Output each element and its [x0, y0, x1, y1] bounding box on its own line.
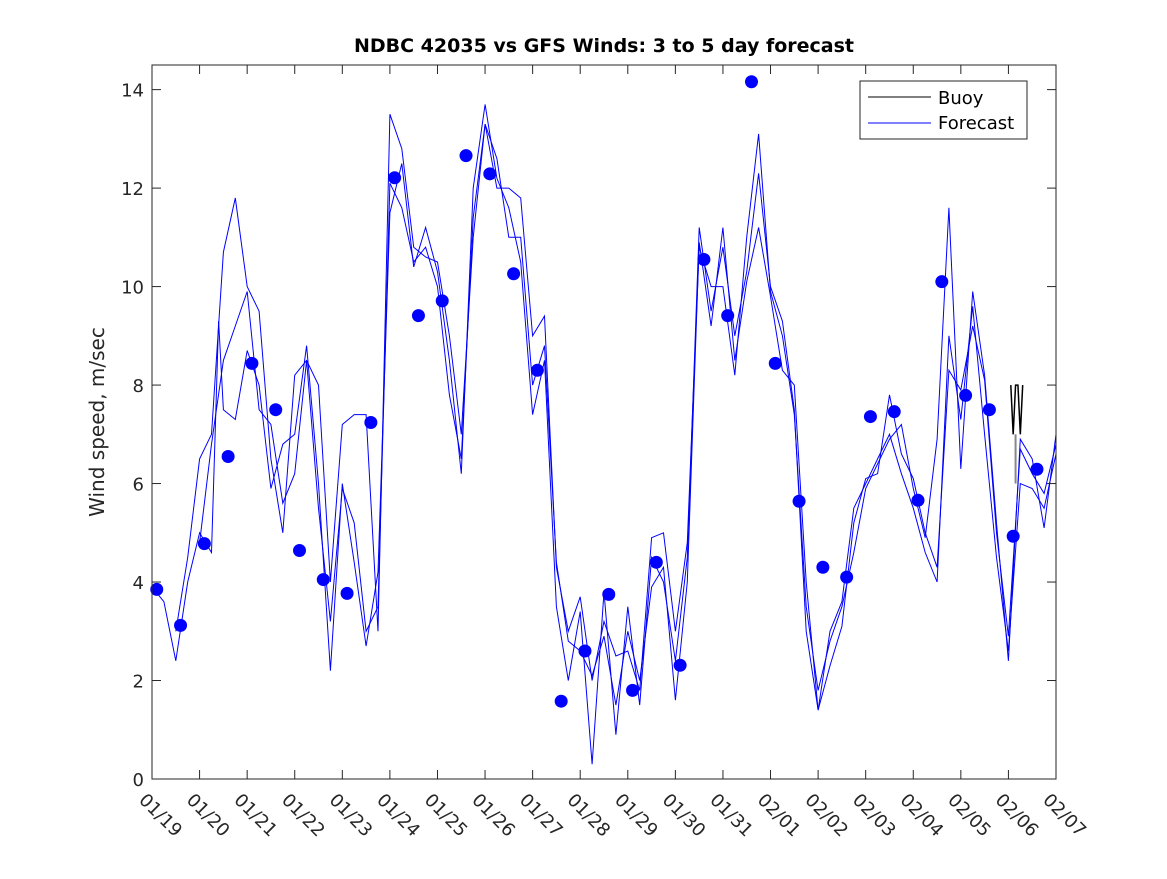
forecast-line-0: [151, 104, 1057, 765]
x-tick-label: 01/25: [420, 790, 472, 842]
buoy-point: [792, 494, 806, 508]
x-tick-label: 01/24: [372, 790, 424, 842]
x-tick-label: 02/05: [943, 790, 995, 842]
x-tick-label: 02/04: [896, 790, 948, 842]
buoy-point: [530, 363, 544, 377]
x-tick-label: 02/03: [848, 790, 900, 842]
y-tick-label: 2: [133, 672, 144, 693]
legend: Buoy Forecast: [859, 80, 1028, 140]
buoy-point: [245, 356, 259, 370]
buoy-point: [887, 405, 901, 419]
x-tick-label: 01/20: [182, 790, 234, 842]
x-tick-label: 01/23: [325, 790, 377, 842]
y-tick-label: 10: [121, 278, 144, 299]
buoy-point: [768, 356, 782, 370]
x-tick-label: 02/07: [1038, 790, 1090, 842]
forecast-line-1: [175, 114, 1057, 691]
legend-label-buoy: Buoy: [938, 88, 984, 109]
buoy-point: [863, 410, 877, 424]
buoy-point: [483, 167, 497, 181]
buoy-point: [411, 309, 425, 323]
x-tick-label: 01/30: [658, 790, 710, 842]
y-tick-label: 8: [133, 376, 144, 397]
y-tick-label: 14: [121, 81, 144, 102]
y-tick-label: 6: [133, 475, 144, 496]
buoy-point: [197, 537, 211, 551]
buoy-point: [388, 171, 402, 185]
buoy-point: [626, 683, 640, 697]
buoy-point: [816, 560, 830, 574]
x-tick-label: 01/19: [134, 790, 186, 842]
plot-area-frame: [151, 64, 1057, 780]
x-tick-label: 01/26: [468, 790, 520, 842]
buoy-point: [292, 544, 306, 558]
buoy-point: [340, 586, 354, 600]
buoy-point: [744, 75, 758, 89]
buoy-point: [959, 388, 973, 402]
x-tick-label: 01/22: [277, 790, 329, 842]
buoy-point: [269, 403, 283, 417]
buoy-point: [578, 644, 592, 658]
buoy-point: [364, 415, 378, 429]
buoy-point: [721, 309, 735, 323]
buoy-point: [697, 253, 711, 267]
x-tick-label: 01/31: [705, 790, 757, 842]
buoy-point: [935, 275, 949, 289]
buoy-point: [316, 573, 330, 587]
x-tick-label: 02/02: [801, 790, 853, 842]
legend-label-forecast: Forecast: [938, 113, 1014, 134]
buoy-line: [1010, 384, 1024, 435]
x-tick-label: 02/01: [753, 790, 805, 842]
buoy-point: [221, 449, 235, 463]
buoy-point: [602, 587, 616, 601]
buoy-point: [840, 570, 854, 584]
x-tick-label: 01/27: [515, 790, 567, 842]
x-tick-label: 01/28: [563, 790, 615, 842]
y-axis-label: Wind speed, m/sec: [85, 327, 109, 517]
legend-box: [859, 80, 1028, 140]
y-tick-label: 12: [121, 179, 144, 200]
buoy-point: [1030, 462, 1044, 476]
y-tick-label: 4: [133, 573, 144, 594]
buoy-point: [1006, 529, 1020, 543]
buoy-point: [507, 267, 521, 281]
x-tick-label: 02/06: [991, 790, 1043, 842]
buoy-point: [459, 149, 473, 163]
buoy-point: [554, 694, 568, 708]
x-tick-label: 01/29: [610, 790, 662, 842]
buoy-point: [982, 403, 996, 417]
buoy-point: [435, 294, 449, 308]
buoy-point: [174, 618, 188, 632]
buoy-point: [649, 555, 663, 569]
forecast-line-2: [199, 123, 1057, 711]
x-tick-label: 01/21: [230, 790, 282, 842]
y-tick-label: 0: [133, 770, 144, 791]
buoy-point: [911, 493, 925, 507]
buoy-point: [673, 658, 687, 672]
chart-title: NDBC 42035 vs GFS Winds: 3 to 5 day fore…: [354, 35, 854, 57]
buoy-point: [150, 582, 164, 596]
